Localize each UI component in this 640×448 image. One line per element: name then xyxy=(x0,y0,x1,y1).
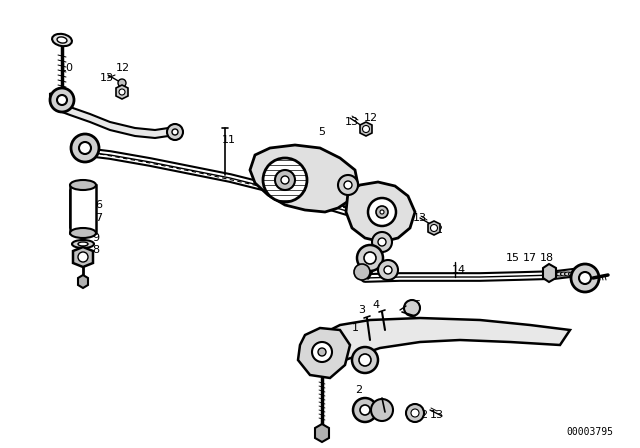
Text: 4: 4 xyxy=(372,300,379,310)
Circle shape xyxy=(57,95,67,105)
Text: 5: 5 xyxy=(318,127,325,137)
Text: 12: 12 xyxy=(116,63,130,73)
Circle shape xyxy=(318,348,326,356)
Text: 6: 6 xyxy=(95,200,102,210)
Ellipse shape xyxy=(57,37,67,43)
Polygon shape xyxy=(320,318,570,370)
Text: 11: 11 xyxy=(222,135,236,145)
Text: 18: 18 xyxy=(540,253,554,263)
Circle shape xyxy=(119,89,125,95)
Circle shape xyxy=(357,245,383,271)
Polygon shape xyxy=(360,122,372,136)
Ellipse shape xyxy=(78,242,88,246)
Ellipse shape xyxy=(564,272,572,276)
Circle shape xyxy=(571,264,599,292)
Circle shape xyxy=(118,79,126,87)
Circle shape xyxy=(338,175,358,195)
FancyBboxPatch shape xyxy=(70,185,96,233)
Circle shape xyxy=(579,272,591,284)
Text: 13: 13 xyxy=(413,213,427,223)
Circle shape xyxy=(263,158,307,202)
Polygon shape xyxy=(78,275,88,288)
Circle shape xyxy=(353,398,377,422)
Circle shape xyxy=(71,134,99,162)
Circle shape xyxy=(371,399,393,421)
Circle shape xyxy=(275,170,295,190)
Ellipse shape xyxy=(52,34,72,46)
Ellipse shape xyxy=(548,272,556,276)
Polygon shape xyxy=(543,264,556,282)
Circle shape xyxy=(364,252,376,264)
Polygon shape xyxy=(250,145,358,212)
Ellipse shape xyxy=(557,272,563,276)
Circle shape xyxy=(172,129,178,135)
Text: 12: 12 xyxy=(364,113,378,123)
Text: 17: 17 xyxy=(523,253,537,263)
Text: 00003795: 00003795 xyxy=(566,427,614,437)
Circle shape xyxy=(167,124,183,140)
Circle shape xyxy=(312,342,332,362)
Circle shape xyxy=(50,88,74,112)
Polygon shape xyxy=(315,424,329,442)
Circle shape xyxy=(406,404,424,422)
Circle shape xyxy=(360,405,370,415)
Text: 4: 4 xyxy=(380,410,387,420)
Polygon shape xyxy=(346,182,415,242)
Text: 8: 8 xyxy=(92,245,99,255)
Text: 1: 1 xyxy=(352,323,359,333)
Ellipse shape xyxy=(70,180,96,190)
Text: 7: 7 xyxy=(95,213,102,223)
Text: 15: 15 xyxy=(506,253,520,263)
Text: 14: 14 xyxy=(452,265,466,275)
Circle shape xyxy=(380,210,384,214)
Circle shape xyxy=(378,238,386,246)
Circle shape xyxy=(376,206,388,218)
Text: 9: 9 xyxy=(92,233,99,243)
Circle shape xyxy=(378,260,398,280)
Text: 2: 2 xyxy=(355,385,362,395)
Text: 13: 13 xyxy=(345,117,359,127)
Circle shape xyxy=(281,176,289,184)
Circle shape xyxy=(79,142,91,154)
Ellipse shape xyxy=(72,240,94,248)
Text: 10: 10 xyxy=(60,63,74,73)
Polygon shape xyxy=(298,328,350,378)
Circle shape xyxy=(362,125,369,133)
Polygon shape xyxy=(50,93,175,138)
Ellipse shape xyxy=(552,272,559,276)
Circle shape xyxy=(404,300,420,316)
Polygon shape xyxy=(428,221,440,235)
Text: 13: 13 xyxy=(100,73,114,83)
Ellipse shape xyxy=(568,272,575,276)
Text: 3: 3 xyxy=(365,410,372,420)
Circle shape xyxy=(354,264,370,280)
Circle shape xyxy=(368,198,396,226)
Circle shape xyxy=(372,232,392,252)
Circle shape xyxy=(78,252,88,262)
Circle shape xyxy=(359,354,371,366)
Polygon shape xyxy=(116,85,128,99)
Text: 13: 13 xyxy=(430,410,444,420)
Circle shape xyxy=(352,347,378,373)
Ellipse shape xyxy=(74,143,96,153)
Text: 12: 12 xyxy=(415,410,429,420)
Polygon shape xyxy=(73,247,93,267)
Ellipse shape xyxy=(571,271,599,285)
Ellipse shape xyxy=(70,228,96,238)
Text: 12: 12 xyxy=(430,225,444,235)
Circle shape xyxy=(431,224,438,232)
Ellipse shape xyxy=(561,272,568,276)
Circle shape xyxy=(384,266,392,274)
Text: 3: 3 xyxy=(358,305,365,315)
Text: 16: 16 xyxy=(408,300,422,310)
Circle shape xyxy=(344,181,352,189)
Circle shape xyxy=(411,409,419,417)
